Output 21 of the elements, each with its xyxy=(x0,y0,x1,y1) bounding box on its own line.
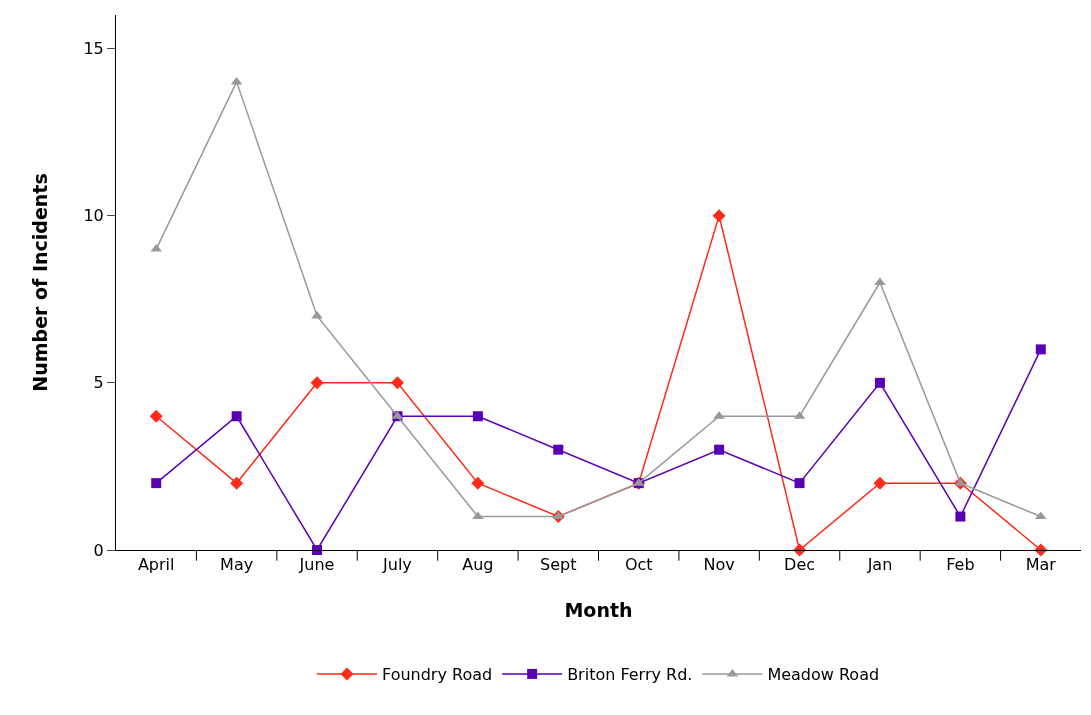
x-tick-label: Feb xyxy=(946,555,975,575)
x-tick-label: Sept xyxy=(540,555,577,575)
x-tick-label: Jan xyxy=(866,555,893,575)
x-tick-label: June xyxy=(298,555,335,575)
y-axis-title: Number of Incidents xyxy=(29,173,52,392)
x-tick-label: Oct xyxy=(624,555,653,575)
y-tick-label: 15 xyxy=(83,39,104,59)
y-tick-label: 0 xyxy=(93,540,104,560)
legend-label: Foundry Road xyxy=(382,665,493,685)
x-tick-label: Aug xyxy=(462,555,494,575)
legend-label: Meadow Road xyxy=(767,665,880,685)
x-tick-label: Nov xyxy=(703,555,735,575)
x-tick-label: July xyxy=(382,555,412,575)
x-tick-label: April xyxy=(137,555,175,575)
x-tick-label: May xyxy=(220,555,254,575)
y-tick-label: 10 xyxy=(83,206,104,226)
x-axis-title: Month xyxy=(564,599,633,621)
x-tick-label: Dec xyxy=(784,555,816,575)
x-tick-label: Mar xyxy=(1025,555,1057,575)
legend-label: Briton Ferry Rd. xyxy=(567,665,693,685)
y-tick-label: 5 xyxy=(93,373,104,393)
